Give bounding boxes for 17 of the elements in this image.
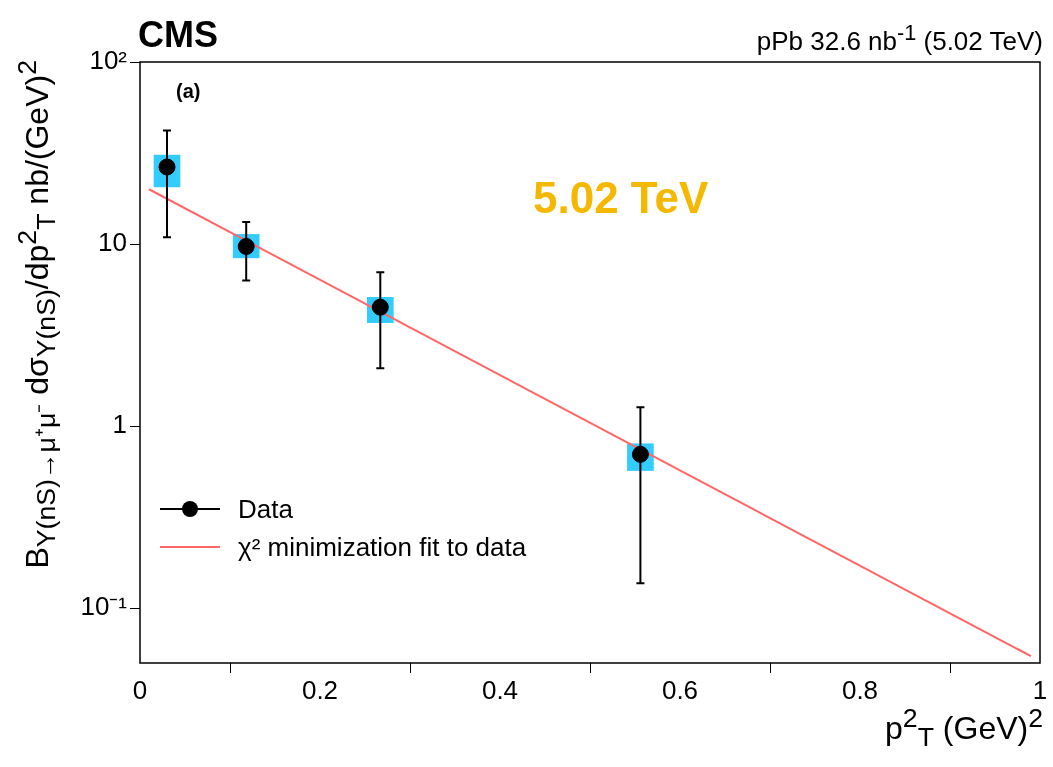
annotation: 5.02 TeV [533,173,709,223]
y-tick-label: 10² [89,45,128,76]
legend-label: Data [238,493,293,525]
chart-subtitle: pPb 32.6 nb$^{-1}$ (5.02 TeV) [756,20,1043,57]
y-tick-label: 10⁻¹ [80,591,128,622]
x-axis-title: p$^{2}$$_{T}$ (GeV)$^{2}$ [885,703,1043,754]
x-tick-label: 1 [1032,674,1048,705]
x-tick-label: 0.8 [841,674,879,705]
legend-label: χ² minimization fit to data [238,531,527,563]
annotation: (a) [176,80,201,103]
x-tick-label: 0.4 [481,674,519,705]
y-tick-label: 1 [112,409,127,440]
chart-title: CMS [138,14,218,56]
x-tick-label: 0.6 [661,674,699,705]
y-tick-label: 10 [98,227,127,258]
x-tick-label: 0 [132,674,148,705]
x-tick-label: 0.2 [301,674,339,705]
